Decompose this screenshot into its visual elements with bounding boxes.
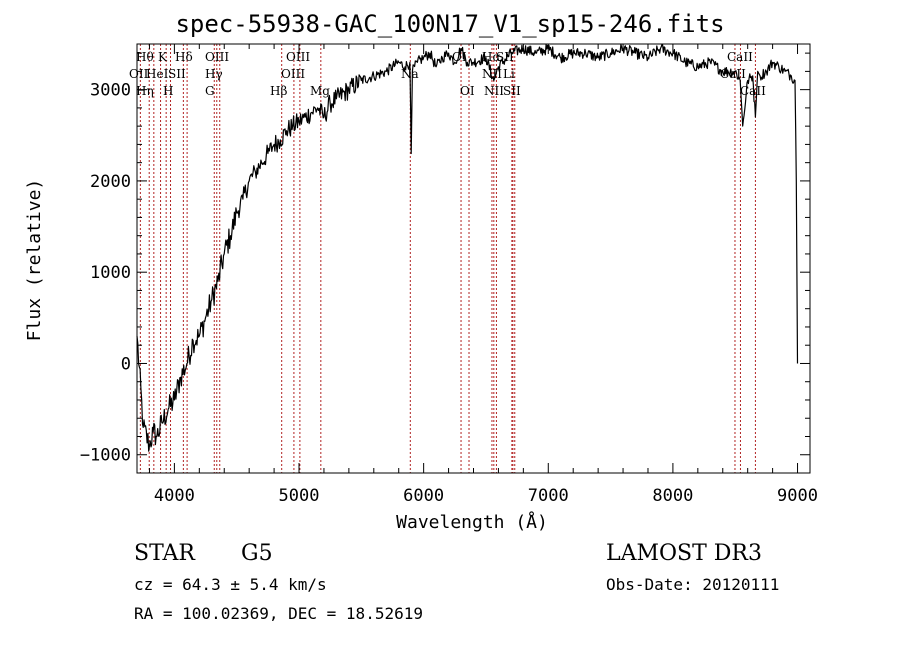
line-label-oii: OII: [129, 67, 149, 81]
observation-date: Obs-Date: 20120111: [606, 575, 780, 594]
line-label-heta: Hη: [136, 84, 154, 98]
y-axis-label: Flux (relative): [24, 179, 45, 342]
line-label-na: Na: [401, 67, 419, 81]
line-label-oiii-4959: OIII: [286, 50, 310, 64]
x-tick-label: 6000: [403, 486, 444, 506]
line-label-caii-8662: CaII: [740, 84, 766, 98]
spectrum-line: [136, 43, 799, 452]
x-tick-label: 9000: [777, 486, 818, 506]
line-label-li: Li: [503, 67, 515, 81]
x-tick-label: 5000: [279, 486, 320, 506]
object-class: STAR: [134, 541, 195, 566]
line-label-hgamma: Hγ: [205, 67, 223, 81]
line-label-oiii-5007: OIII: [281, 67, 305, 81]
chart-title: spec-55938-GAC_100N17_V1_sp15-246.fits: [175, 10, 725, 38]
ra-dec: RA = 100.02369, DEC = 18.52619: [134, 604, 423, 623]
y-tick-label: 1000: [90, 263, 131, 283]
line-label-sii-4072: SII: [168, 67, 186, 81]
line-label-g: G: [205, 84, 215, 98]
spectral-line-labels: Hθ OII Hη HeI K H SII Hδ OIII Hγ G Hβ OI…: [129, 50, 766, 98]
x-tick-label: 8000: [652, 486, 693, 506]
y-tick-label: 3000: [90, 81, 131, 101]
line-label-caii-8542: CaII: [727, 50, 753, 64]
x-axis-label: Wavelength (Å): [396, 511, 548, 533]
line-label-sii-6731: SII: [503, 84, 521, 98]
line-label-caii-8498: CaII: [720, 67, 746, 81]
line-label-hdelta: Hδ: [175, 50, 193, 64]
x-axis-ticks: 4000 5000 6000 7000 8000 9000: [148, 44, 818, 506]
redshift-cz: cz = 64.3 ± 5.4 km/s: [134, 575, 327, 594]
y-tick-label: 0: [121, 354, 131, 374]
line-label-nii-6548: NII: [482, 67, 502, 81]
survey-name: LAMOST DR3: [606, 541, 762, 566]
line-label-oi-6300: OI: [452, 50, 467, 64]
line-label-k: K: [158, 50, 168, 64]
y-axis-ticks: −1000 0 1000 2000 3000: [80, 52, 810, 466]
line-label-mg: Mg: [310, 84, 330, 98]
x-tick-label: 4000: [154, 486, 195, 506]
y-tick-label: 2000: [90, 172, 131, 192]
line-label-nii-6584: NII: [484, 84, 504, 98]
line-label-ha: Hα: [482, 50, 501, 64]
object-subclass: G5: [241, 541, 273, 566]
plot-frame: [136, 43, 811, 474]
line-label-h: H: [163, 84, 173, 98]
line-label-hbeta: Hβ: [270, 84, 287, 98]
line-label-hei: HeI: [146, 67, 169, 81]
y-tick-label: −1000: [80, 446, 131, 466]
spectral-line-markers: [139, 44, 756, 473]
line-label-oiii-4320: OIII: [205, 50, 229, 64]
line-label-sii-6716: SII: [496, 50, 514, 64]
line-label-oi-6364: OI: [460, 84, 475, 98]
x-tick-label: 7000: [528, 486, 569, 506]
line-label-htheta: Hθ: [136, 50, 154, 64]
